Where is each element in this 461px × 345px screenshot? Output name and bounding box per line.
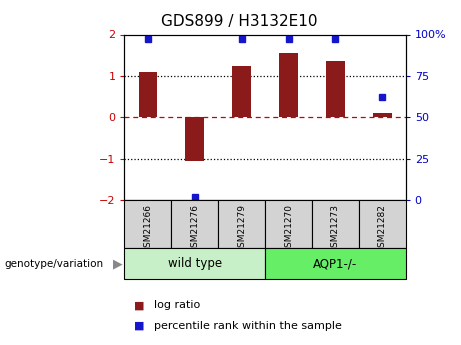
Text: percentile rank within the sample: percentile rank within the sample (154, 321, 343, 331)
Bar (265, 200, 312, 248)
Text: GSM21282: GSM21282 (378, 204, 387, 253)
Bar (124, 200, 171, 248)
Text: genotype/variation: genotype/variation (5, 259, 104, 269)
Text: GSM21270: GSM21270 (284, 204, 293, 253)
Bar (265, 248, 406, 279)
Bar (279, 53, 298, 117)
Text: AQP1-/-: AQP1-/- (313, 257, 357, 270)
Bar (138, 72, 157, 117)
Text: GDS899 / H3132E10: GDS899 / H3132E10 (161, 14, 318, 29)
Bar (232, 66, 251, 117)
Text: ■: ■ (134, 321, 144, 331)
Text: GSM21279: GSM21279 (237, 204, 246, 253)
Text: wild type: wild type (168, 257, 222, 270)
Text: GSM21266: GSM21266 (143, 204, 153, 253)
Text: GSM21273: GSM21273 (331, 204, 340, 253)
Text: ▶: ▶ (113, 257, 123, 270)
Bar (124, 248, 265, 279)
Bar (359, 200, 406, 248)
Text: GSM21276: GSM21276 (190, 204, 199, 253)
Bar (326, 61, 345, 117)
Bar (185, 117, 204, 161)
Bar (218, 200, 265, 248)
Bar (312, 200, 359, 248)
Bar (373, 113, 392, 117)
Bar (171, 200, 218, 248)
Text: log ratio: log ratio (154, 300, 201, 310)
Text: ■: ■ (134, 300, 144, 310)
